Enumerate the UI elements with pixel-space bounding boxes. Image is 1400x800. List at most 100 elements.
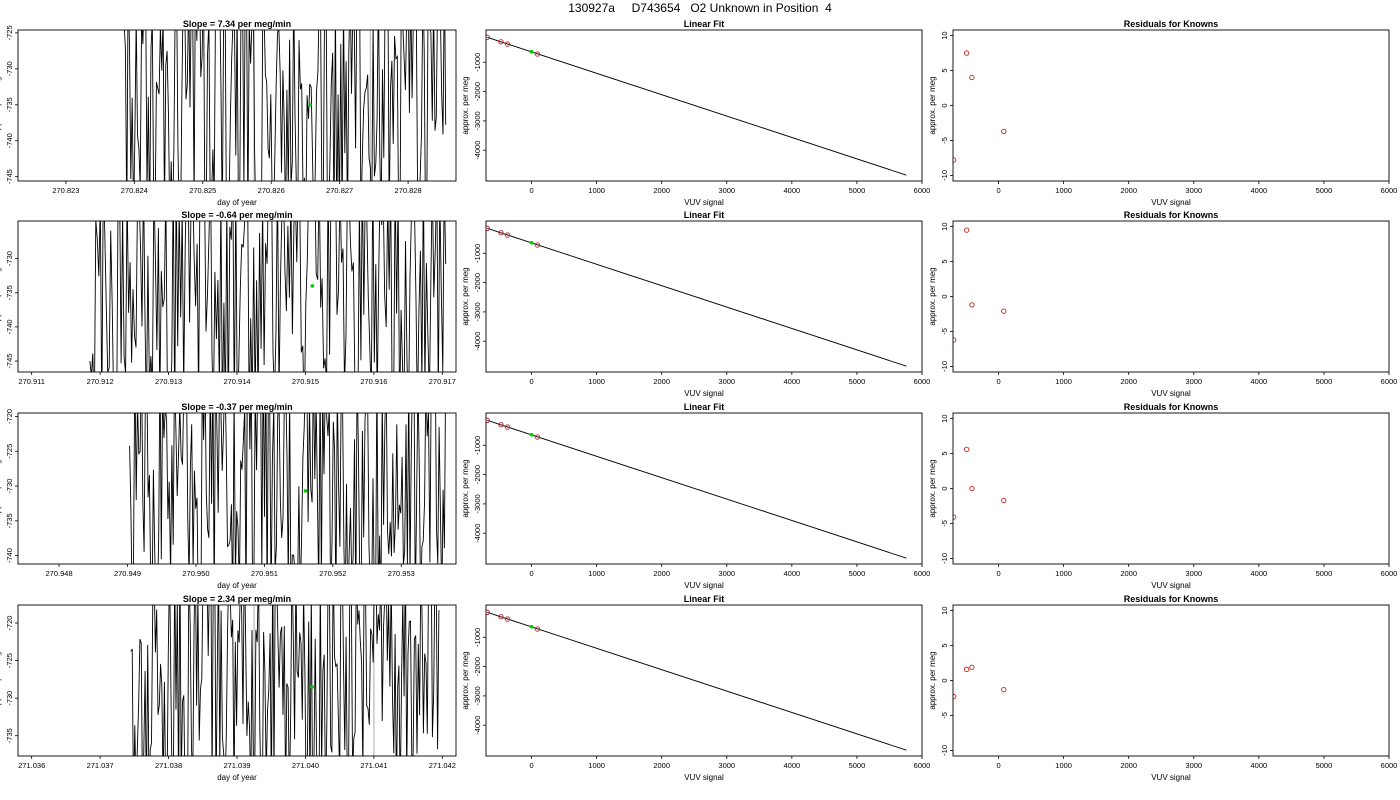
x-tick-label: 2000 <box>653 186 670 195</box>
panel-4-residuals: Residuals for Knowns VUV signal approx. pe… <box>928 594 1397 782</box>
x-tick-label: 3000 <box>718 761 735 770</box>
x-tick-label: 4000 <box>784 569 801 578</box>
known-point <box>504 424 511 430</box>
residual-point <box>953 693 957 700</box>
x-tick-label: 5000 <box>849 569 866 578</box>
fit-line <box>487 227 907 367</box>
x-tick-label: 1000 <box>1055 569 1072 578</box>
x-tick-label: 270.914 <box>223 377 250 386</box>
x-tick-label: 270.911 <box>18 377 45 386</box>
x-tick-label: 5000 <box>849 186 866 195</box>
known-point <box>534 626 541 632</box>
plot-frame <box>952 220 1390 373</box>
panel-2-time-series: Slope = -0.64 per meg/min approx. per meg… <box>0 210 457 386</box>
x-tick-label: 5000 <box>849 377 866 386</box>
known-point <box>534 51 541 57</box>
x-tick-label: 271.041 <box>360 761 387 770</box>
known-point <box>498 614 504 620</box>
y-axis-label: approx. per meg <box>928 459 937 517</box>
x-tick-label: 270.949 <box>114 569 141 578</box>
residual-point <box>969 74 975 81</box>
panel-2-fit: Linear Fit VUV signal approx. per meg 0 1000… <box>461 210 930 398</box>
x-tick-label: 271.042 <box>429 761 456 770</box>
page-title: 130927a D743654 O2 Unknown in Position 4 <box>568 1 832 15</box>
y-tick-label: -10 <box>940 553 949 564</box>
x-tick-label: 2000 <box>1120 569 1137 578</box>
y-tick-label: -4000 <box>473 716 482 735</box>
y-tick-label: -725 <box>5 653 14 668</box>
x-tick-label: 4000 <box>1251 377 1268 386</box>
plot-frame <box>17 29 457 182</box>
y-tick-label: -1000 <box>473 628 482 647</box>
y-tick-label: -4000 <box>473 332 482 351</box>
y-tick-label: -730 <box>5 691 14 706</box>
x-tick-label: 270.912 <box>87 377 114 386</box>
y-axis-label: approx. per meg <box>461 459 470 517</box>
y-tick-label: -720 <box>5 616 14 631</box>
x-tick-label: 270.917 <box>429 377 456 386</box>
y-tick-label: -3000 <box>473 302 482 321</box>
known-point <box>534 434 541 440</box>
known-point <box>504 616 511 622</box>
x-tick-label: 4000 <box>1251 761 1268 770</box>
x-tick-label: 270.827 <box>326 186 353 195</box>
plot-frame <box>485 220 923 373</box>
unknown-point <box>529 240 534 245</box>
y-tick-label: 5 <box>940 259 949 263</box>
x-tick-label: 2000 <box>1120 377 1137 386</box>
y-axis-label: approx. per meg <box>461 651 470 709</box>
x-tick-label: 0 <box>529 761 533 770</box>
residual-point <box>1001 686 1007 693</box>
panel-title: Slope = 2.34 per meg/min <box>183 594 291 604</box>
y-tick-label: 5 <box>940 68 949 72</box>
y-tick-label: -3000 <box>473 686 482 705</box>
known-point <box>486 34 490 40</box>
y-tick-label: -4000 <box>473 141 482 160</box>
panel-4-time-series: Slope = 2.34 per meg/min day of year appro… <box>0 594 457 782</box>
x-axis-label: day of year <box>217 581 257 590</box>
y-tick-label: -10 <box>940 361 949 372</box>
plot-area <box>953 227 1007 343</box>
unknown-marker <box>308 102 313 107</box>
known-point <box>504 41 511 47</box>
panel-title: Slope = 7.34 per meg/min <box>183 19 291 29</box>
y-tick-label: 5 <box>940 451 949 455</box>
y-tick-label: 5 <box>940 643 949 647</box>
plot-area <box>129 413 446 564</box>
x-tick-label: 0 <box>996 761 1000 770</box>
fit-line <box>487 36 907 176</box>
x-tick-label: 3000 <box>718 377 735 386</box>
x-tick-label: 2000 <box>1120 761 1137 770</box>
x-tick-label: 5000 <box>1316 761 1333 770</box>
y-tick-label: 0 <box>940 678 949 682</box>
known-point <box>504 232 511 238</box>
panel-3-residuals: Residuals for Knowns VUV signal approx. pe… <box>928 402 1397 590</box>
raw-signal-trace <box>129 413 446 564</box>
panel-2-residuals: Residuals for Knowns VUV signal approx. pe… <box>928 210 1397 398</box>
x-tick-label: 1000 <box>1055 377 1072 386</box>
x-tick-label: 1000 <box>588 569 605 578</box>
residual-point <box>964 227 970 233</box>
x-tick-label: 2000 <box>653 377 670 386</box>
x-tick-label: 270.951 <box>251 569 278 578</box>
x-tick-label: 0 <box>996 186 1000 195</box>
y-tick-label: -730 <box>5 61 14 76</box>
y-axis-label: approx. per meg <box>0 76 2 134</box>
x-tick-label: 5000 <box>849 761 866 770</box>
x-tick-label: 6000 <box>914 761 931 770</box>
residual-point <box>969 664 975 670</box>
unknown-marker <box>310 284 315 288</box>
panel-title: Linear Fit <box>684 402 725 412</box>
y-tick-label: -730 <box>5 251 14 266</box>
plot-frame <box>952 29 1390 182</box>
plot-area <box>124 30 447 181</box>
plot-area <box>953 50 1007 163</box>
raw-signal-trace <box>124 30 447 181</box>
x-tick-label: 3000 <box>1185 761 1202 770</box>
x-tick-label: 4000 <box>1251 186 1268 195</box>
residual-point <box>1001 497 1007 504</box>
x-axis-label: VUV signal <box>1151 773 1191 782</box>
known-point <box>486 417 490 423</box>
panel-3-time-series: Slope = -0.37 per meg/min day of year appr… <box>0 402 457 590</box>
y-tick-label: -1000 <box>473 436 482 455</box>
